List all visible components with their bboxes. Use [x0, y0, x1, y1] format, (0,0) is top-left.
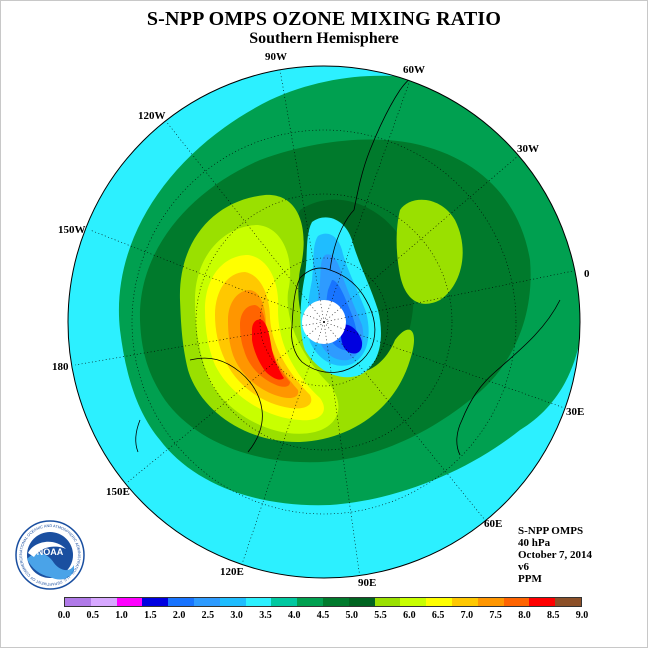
colorbar-swatch — [477, 598, 504, 606]
colorbar-tick-label: 0.0 — [57, 610, 71, 621]
lon-label-90e: 90E — [358, 577, 377, 589]
africa-south — [456, 299, 561, 456]
colorbar-swatch — [555, 598, 581, 606]
colorbar-tick-label: 2.5 — [201, 610, 215, 621]
graticule — [74, 69, 579, 578]
coastlines — [135, 75, 561, 456]
colorbar-swatch — [348, 598, 375, 606]
colorbar-tick-label: 4.0 — [287, 610, 301, 621]
colorbar-swatch — [193, 598, 220, 606]
colorbar-swatch — [297, 598, 323, 606]
colorbar-swatch — [322, 598, 349, 606]
colorbar-tick-label: 9.0 — [575, 610, 589, 621]
lon-label-60e: 60E — [484, 518, 503, 530]
map-subtitle: Southern Hemisphere — [249, 30, 399, 47]
lon-label-0: 0 — [584, 268, 590, 280]
colorbar-swatch — [142, 598, 169, 606]
colorbar-tick-label: 7.5 — [489, 610, 502, 621]
colorbar-swatch — [529, 598, 556, 606]
colorbar-swatch — [219, 598, 246, 606]
australia-south — [189, 357, 263, 453]
colorbar-ticks: 0.0 0.5 1.0 1.5 2.0 2.5 3.0 3.5 4.0 4.5 5.0 5.5 6.0 6… — [52, 610, 596, 624]
colorbar-swatch — [400, 598, 427, 606]
colorbar-tick-label: 1.0 — [115, 610, 128, 621]
antarctica-coast — [291, 267, 376, 373]
colorbar-swatch — [245, 598, 272, 606]
colorbar-tick-label: 0.5 — [86, 610, 100, 621]
map-title: S-NPP OMPS OZONE MIXING RATIO — [146, 8, 502, 30]
colorbar-tick-label: 8.5 — [546, 610, 560, 621]
colorbar-tick-label: 4.5 — [316, 610, 330, 621]
colorbar-tick-label: 8.0 — [518, 610, 531, 621]
colorbar-tick-label: 5.5 — [374, 610, 387, 621]
colorbar-tick-label: 2.0 — [172, 610, 186, 621]
colorbar-swatch — [90, 598, 117, 606]
colorbar-tick-label: 3.0 — [230, 610, 243, 621]
info-version: v6 — [518, 561, 529, 573]
ozone-vortex-1_5 — [340, 324, 363, 354]
colorbar-swatch — [374, 598, 401, 606]
colorbar-tick-label: 5.0 — [345, 610, 359, 621]
colorbar-swatch — [451, 598, 478, 606]
colorbar — [64, 597, 582, 607]
lon-label-150w: 150W — [58, 224, 86, 236]
info-instrument: S-NPP OMPS — [518, 525, 584, 537]
colorbar-tick-label: 6.5 — [431, 610, 445, 621]
info-date: October 7, 2014 — [518, 549, 593, 561]
info-units: PPM — [518, 573, 542, 585]
colorbar-swatch — [426, 598, 452, 606]
lon-label-60w: 60W — [403, 64, 425, 76]
lon-label-30w: 30W — [517, 143, 539, 155]
noaa-logo-text: NOAA — [37, 547, 64, 557]
lon-label-180: 180 — [52, 361, 69, 373]
colorbar-swatch — [65, 598, 91, 606]
info-pressure-level: 40 hPa — [518, 537, 551, 549]
ozone-band-5_5-6_0-east — [396, 199, 463, 304]
new-zealand — [135, 419, 141, 453]
lon-label-120w: 120W — [138, 110, 166, 122]
south-america — [353, 75, 415, 211]
colorbar-tick-label: 3.5 — [259, 610, 272, 621]
lon-label-90w: 90W — [265, 51, 287, 63]
colorbar-swatch — [116, 598, 143, 606]
map-boundary — [67, 65, 581, 579]
colorbar-swatch — [503, 598, 530, 606]
colorbar-tick-label: 6.0 — [403, 610, 416, 621]
info-block: S-NPP OMPS 40 hPa October 7, 2014 v6 PPM — [518, 525, 592, 585]
colorbar-tick-label: 7.0 — [460, 610, 474, 621]
colorbar-swatch — [168, 598, 194, 606]
lon-label-30e: 30E — [566, 406, 585, 418]
antarctic-peninsula — [329, 209, 355, 271]
lon-label-120e: 120E — [220, 566, 244, 578]
colorbar-swatch — [271, 598, 298, 606]
colorbar-tick-label: 1.5 — [144, 610, 157, 621]
noaa-logo-icon: NOAA NATIONAL OCEANIC AND ATMOSPHERIC AD… — [15, 520, 85, 590]
lon-label-150e: 150E — [106, 486, 130, 498]
